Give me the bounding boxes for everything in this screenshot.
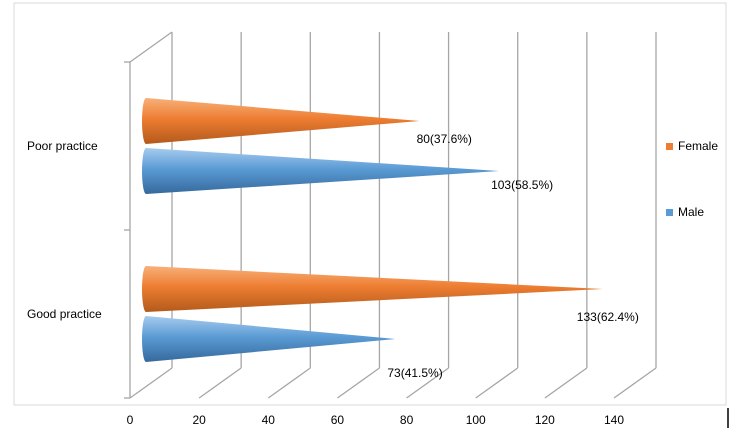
gridline-floor — [613, 367, 657, 399]
cone-bars — [142, 98, 603, 362]
gridline-floor — [129, 367, 173, 399]
x-tick-label: 60 — [331, 413, 345, 427]
gridline-floor — [544, 367, 588, 399]
gridline-floor — [475, 367, 519, 399]
cone-bar — [142, 148, 500, 194]
category-label: Good practice — [27, 307, 102, 321]
x-tick-label: 40 — [262, 413, 276, 427]
gridlines — [129, 31, 657, 399]
gridline-floor — [406, 367, 449, 399]
legend: Female Male — [666, 139, 718, 219]
chart-frame — [13, 2, 727, 406]
axes — [124, 61, 131, 399]
data-label: 133(62.4%) — [577, 310, 639, 324]
x-tick-label: 80 — [400, 413, 414, 427]
cone-bar — [142, 316, 396, 362]
data-label: 103(58.5%) — [491, 178, 553, 192]
x-tick-label: 0 — [127, 413, 134, 427]
legend-label: Female — [678, 139, 718, 153]
gridline-floor — [337, 367, 380, 399]
cone-bar — [142, 98, 420, 144]
data-label: 80(37.6%) — [417, 132, 472, 146]
x-tick-label: 100 — [466, 413, 486, 427]
data-labels: 0 20 40 60 80 100 120 140 Poor practice 80(37.6%)… — [27, 132, 639, 427]
legend-swatch — [666, 209, 673, 216]
data-label: 73(41.5%) — [387, 366, 442, 380]
category-label: Poor practice — [27, 139, 98, 153]
x-tick-label: 120 — [535, 413, 555, 427]
gridline-floor — [267, 367, 311, 399]
x-tick-label: 20 — [192, 413, 206, 427]
legend-swatch — [666, 143, 673, 150]
x-tick-label: 140 — [604, 413, 624, 427]
gridline-floor — [198, 367, 242, 399]
wall-top-edge — [129, 31, 173, 63]
legend-label: Male — [678, 205, 704, 219]
cone-bar — [142, 266, 603, 312]
